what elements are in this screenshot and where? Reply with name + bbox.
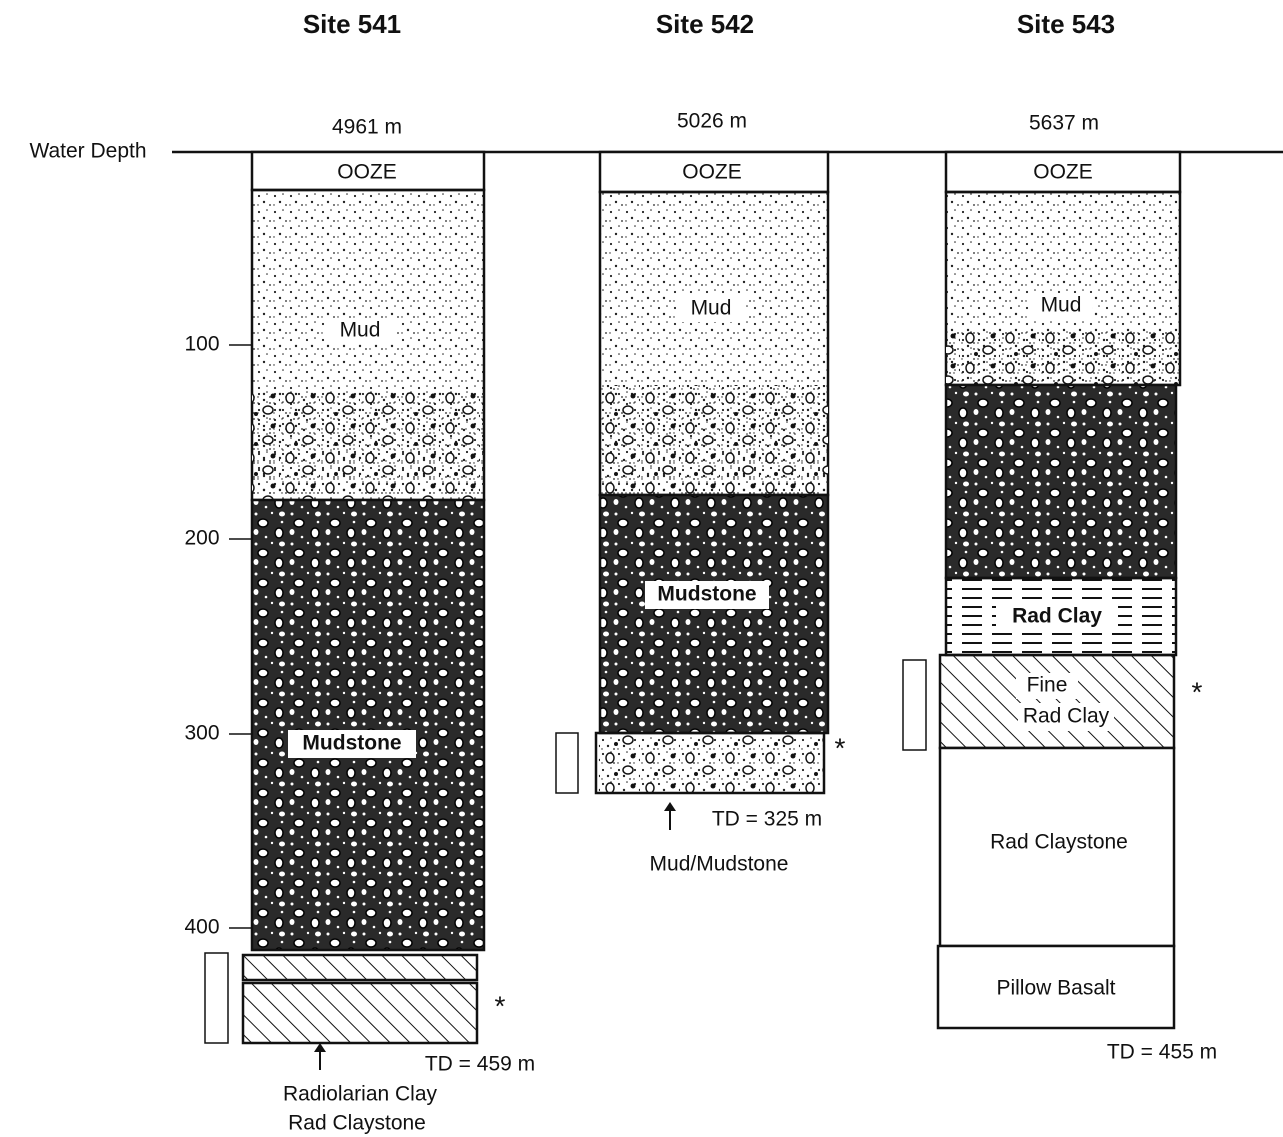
layer-label: Rad Clay: [1012, 605, 1102, 628]
total-depth: TD = 455 m: [1107, 1041, 1217, 1064]
layer-label: OOZE: [682, 161, 742, 184]
label-bg: [1018, 703, 1114, 731]
label-bg: [1030, 293, 1092, 319]
total-depth: TD = 325 m: [712, 808, 822, 831]
site-title: Site 542: [656, 9, 754, 39]
total-depth: TD = 459 m: [425, 1053, 535, 1076]
label-bg: [996, 603, 1118, 631]
core-marker: *: [1192, 676, 1203, 707]
label-bg: [676, 296, 746, 322]
label-bg: [1016, 673, 1078, 699]
layer-label: Pillow Basalt: [996, 977, 1115, 1000]
bottom-note: Rad Claystone: [288, 1112, 426, 1135]
column-543: [902, 150, 1182, 1030]
layer-label: Rad Clay: [1023, 705, 1110, 728]
label-bg: [645, 581, 769, 609]
depth-tick: 300: [184, 722, 219, 745]
site-title: Site 543: [1017, 9, 1115, 39]
column-542: [555, 150, 830, 830]
axis-label: Water Depth: [29, 140, 146, 163]
core-marker: *: [495, 990, 506, 1021]
depth-tick: 100: [184, 333, 219, 356]
layer-label: OOZE: [1033, 161, 1093, 184]
bottom-note: Mud/Mudstone: [650, 853, 789, 876]
depth-tick: 200: [184, 527, 219, 550]
layer-label: Mudstone: [657, 583, 756, 606]
layer-label: Mud: [1041, 294, 1082, 317]
layer-label: Fine: [1027, 674, 1068, 697]
layer-label: Mud: [340, 319, 381, 342]
label-bg: [325, 318, 397, 344]
bottom-note: Radiolarian Clay: [283, 1083, 438, 1106]
layer-label: OOZE: [337, 161, 397, 184]
column-541: [204, 150, 486, 1070]
layer-label: Mud: [691, 297, 732, 320]
water-depth: 4961 m: [332, 116, 402, 139]
layer-label: Rad Claystone: [990, 831, 1128, 854]
label-bg: [288, 730, 416, 758]
layer-label: Mudstone: [302, 732, 401, 755]
depth-tick: 400: [184, 916, 219, 939]
site-title: Site 541: [303, 9, 401, 39]
depth-ticks: [229, 344, 252, 929]
water-depth: 5026 m: [677, 110, 747, 133]
core-marker: *: [835, 732, 846, 763]
water-depth: 5637 m: [1029, 112, 1099, 135]
